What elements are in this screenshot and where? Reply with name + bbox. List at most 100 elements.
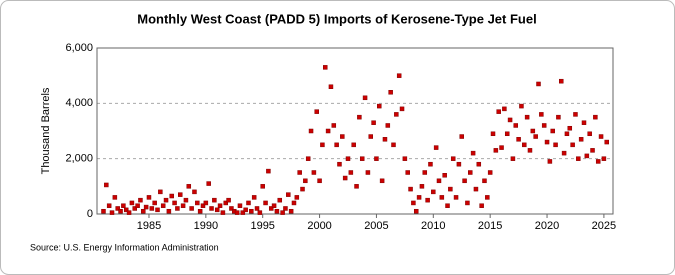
point xyxy=(561,150,567,156)
x-tick-label: 1985 xyxy=(137,220,161,232)
point xyxy=(413,208,419,214)
point xyxy=(126,210,132,215)
point xyxy=(570,142,575,148)
point xyxy=(277,197,283,203)
point xyxy=(286,192,291,197)
point xyxy=(135,203,140,208)
point xyxy=(527,148,533,153)
x-tick-label: 2015 xyxy=(478,220,502,232)
point xyxy=(334,142,339,148)
point xyxy=(530,128,536,134)
point xyxy=(169,193,174,199)
point xyxy=(408,186,413,192)
point xyxy=(314,109,319,114)
point xyxy=(445,203,450,208)
point xyxy=(456,161,462,167)
point xyxy=(476,161,482,167)
point xyxy=(590,148,595,153)
point xyxy=(485,195,490,200)
point xyxy=(351,142,356,148)
point xyxy=(274,208,280,214)
point xyxy=(348,170,354,175)
point xyxy=(402,156,408,161)
x-tick-label: 1995 xyxy=(250,220,274,232)
point xyxy=(368,134,374,139)
point xyxy=(468,170,473,175)
point xyxy=(180,203,186,208)
point xyxy=(183,197,189,203)
point xyxy=(499,145,504,150)
point xyxy=(388,90,393,95)
point xyxy=(479,203,484,208)
point xyxy=(206,181,211,186)
chart-title: Monthly West Coast (PADD 5) Imports of K… xyxy=(137,11,536,26)
point xyxy=(391,142,396,148)
point xyxy=(567,125,573,131)
point xyxy=(541,123,547,128)
point xyxy=(212,197,217,203)
point xyxy=(357,114,362,120)
point xyxy=(251,195,257,200)
point xyxy=(155,207,160,213)
point xyxy=(342,175,348,181)
source: Source: U.S. Energy Information Administ… xyxy=(30,242,219,252)
point xyxy=(340,134,345,139)
point xyxy=(143,204,149,210)
point xyxy=(399,106,405,112)
point xyxy=(405,170,410,175)
point xyxy=(442,173,447,178)
point xyxy=(522,142,527,148)
plot-border xyxy=(96,47,614,215)
point xyxy=(317,178,322,184)
point xyxy=(425,197,430,203)
point xyxy=(303,178,308,184)
point xyxy=(260,184,265,189)
point xyxy=(453,195,459,200)
point xyxy=(465,200,470,206)
point xyxy=(470,150,476,156)
point xyxy=(604,139,609,145)
point xyxy=(519,103,524,109)
point xyxy=(109,210,115,215)
point xyxy=(129,200,135,206)
point xyxy=(419,184,425,189)
point xyxy=(263,200,268,206)
point xyxy=(217,203,223,208)
point xyxy=(172,200,177,206)
point xyxy=(268,206,274,211)
point xyxy=(411,200,416,206)
point xyxy=(377,103,382,109)
point xyxy=(396,73,402,78)
point xyxy=(507,117,513,123)
point xyxy=(516,137,521,142)
point xyxy=(459,134,464,139)
point xyxy=(288,208,294,214)
point xyxy=(362,95,368,101)
x-tick-label: 2000 xyxy=(307,220,331,232)
point xyxy=(578,137,584,142)
point xyxy=(385,123,391,128)
point xyxy=(328,84,334,89)
point xyxy=(266,168,271,174)
point xyxy=(581,120,587,125)
y-tick-label: 4,000 xyxy=(65,97,93,109)
point xyxy=(379,178,385,184)
point xyxy=(283,206,288,211)
point xyxy=(573,112,578,117)
y-tick-label: 2,000 xyxy=(65,153,93,165)
point xyxy=(152,200,157,206)
point xyxy=(311,170,317,175)
point xyxy=(280,210,285,215)
point xyxy=(132,206,138,211)
point xyxy=(539,112,544,117)
point xyxy=(493,148,499,153)
point xyxy=(186,184,192,189)
point xyxy=(331,123,337,128)
point xyxy=(550,128,555,134)
point xyxy=(237,203,243,208)
point xyxy=(587,131,592,137)
point xyxy=(564,131,570,137)
point xyxy=(382,137,388,142)
point xyxy=(243,207,248,213)
